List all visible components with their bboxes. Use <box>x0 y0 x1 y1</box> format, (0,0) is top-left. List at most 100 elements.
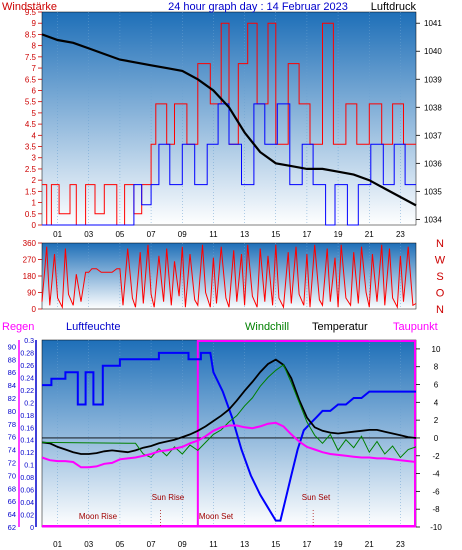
pressure-axis-title: Luftdruck <box>371 1 417 13</box>
wind-pressure-panel: 0 0.5 1 1.5 2 2.5 3 3.5 4 4.5 5 5.5 6 6.5 7 7.5 8 8.5 9 9.5… <box>2 1 442 239</box>
dewpoint-legend-label: Taupunkt <box>393 321 438 333</box>
humidity-tick-label: 86 <box>8 368 16 377</box>
temperature-tick-label: 0 <box>434 434 439 443</box>
wind-x-tick-label: 19 <box>334 230 343 239</box>
humidity-tick-label: 64 <box>8 510 16 519</box>
humidity-tick-label: 62 <box>8 523 16 532</box>
pressure-y-axis-labels: 1034 1035 1036 1037 1038 1039 1040 1041 <box>416 19 442 224</box>
humidity-tick-label: 66 <box>8 497 16 506</box>
temperature-tick-label: 4 <box>434 398 439 407</box>
temperature-x-tick-label: 19 <box>334 540 343 549</box>
temperature-x-tick-label: 07 <box>147 540 156 549</box>
temperature-y-axis-labels: -10 -8 -6 -4 -2 0 2 4 6 8 10 <box>416 345 442 532</box>
temperature-x-tick-label: 03 <box>84 540 93 549</box>
wind-x-axis-labels: 01 03 05 07 09 11 13 15 17 19 21 23 <box>53 230 405 239</box>
rain-tick-label: 0.2 <box>24 400 34 407</box>
humidity-tick-label: 76 <box>8 433 16 442</box>
temperature-grid <box>42 340 416 527</box>
astronomy-annotation: Sun Rise <box>152 493 185 502</box>
wind-y-tick-label: 0 <box>32 221 37 230</box>
rain-tick-label: 0.04 <box>20 500 34 507</box>
wind-x-tick-label: 05 <box>115 230 124 239</box>
wind-axis-title: Windstärke <box>2 1 57 13</box>
direction-compass-label: N <box>436 238 444 250</box>
rain-tick-label: 0.24 <box>20 375 34 382</box>
temperature-tick-label: -10 <box>430 523 442 532</box>
pressure-y-tick-label: 1036 <box>424 159 442 168</box>
rain-tick-label: 0.06 <box>20 488 34 495</box>
astronomy-annotation: Sun Set <box>302 493 331 502</box>
astronomy-annotation: Moon Set <box>199 512 234 521</box>
temperature-tick-label: -6 <box>432 487 440 496</box>
wind-x-tick-label: 17 <box>302 230 311 239</box>
humidity-line <box>42 351 416 522</box>
pressure-y-tick-label: 1041 <box>424 19 442 28</box>
temperature-x-tick-label: 21 <box>365 540 374 549</box>
rain-tick-label: 0.08 <box>20 475 34 482</box>
humidity-tick-label: 72 <box>8 459 16 468</box>
temperature-tick-label: 6 <box>434 381 439 390</box>
temperature-panel: 0 0.02 0.04 0.06 0.08 0.1 0.12 0.14 0.16 0.18 0.2 0… <box>2 321 442 549</box>
rain-tick-label: 0.28 <box>20 350 34 357</box>
direction-degree-label: 360 <box>23 239 37 248</box>
pressure-y-tick-label: 1034 <box>424 215 442 224</box>
temperature-x-axis-labels: 01 03 05 07 09 11 13 15 17 19 21 23 <box>53 540 405 549</box>
wind-x-tick-label: 15 <box>271 230 280 239</box>
direction-degree-label: 0 <box>32 305 37 314</box>
wind-y-tick-label: 1 <box>32 199 37 208</box>
direction-degree-label: 180 <box>23 272 37 281</box>
direction-degree-labels: 0 90 180 270 360 <box>23 239 42 314</box>
wind-x-tick-label: 03 <box>84 230 93 239</box>
rain-tick-label: 0.26 <box>20 363 34 370</box>
temperature-x-tick-label: 09 <box>178 540 187 549</box>
wind-y-tick-label: 4.5 <box>25 120 37 129</box>
humidity-tick-label: 68 <box>8 484 16 493</box>
temperature-x-tick-label: 15 <box>271 540 280 549</box>
wind-y-tick-label: 2.5 <box>25 165 37 174</box>
humidity-tick-label: 82 <box>8 394 16 403</box>
temperature-tick-label: 8 <box>434 363 439 372</box>
wind-y-axis-labels: 0 0.5 1 1.5 2 2.5 3 3.5 4 4.5 5 5.5 6 6.5 7 7.5 8 8.5 9 9.5 <box>25 8 42 230</box>
temperature-tick-label: -8 <box>432 505 440 514</box>
wind-y-tick-label: 6.5 <box>25 75 37 84</box>
direction-compass-label: N <box>436 304 444 316</box>
pressure-y-tick-label: 1040 <box>424 47 442 56</box>
humidity-tick-label: 70 <box>8 471 16 480</box>
wind-y-tick-label: 5 <box>32 109 37 118</box>
wind-y-tick-label: 6 <box>32 86 37 95</box>
wind-gust-line <box>42 22 416 226</box>
direction-compass-label: O <box>436 288 445 300</box>
wind-y-tick-label: 8 <box>32 42 37 51</box>
humidity-tick-label: 90 <box>8 342 16 351</box>
direction-compass-label: S <box>436 271 443 283</box>
rain-legend-label: Regen <box>2 321 34 333</box>
humidity-tick-label: 74 <box>8 446 16 455</box>
rain-tick-label: 0.1 <box>24 463 34 470</box>
temperature-x-tick-label: 01 <box>53 540 62 549</box>
rain-tick-label: 0.14 <box>20 438 34 445</box>
wind-x-tick-label: 23 <box>396 230 405 239</box>
direction-compass-label: W <box>435 255 446 267</box>
temperature-plot-background <box>41 339 417 528</box>
wind-y-tick-label: 0.5 <box>25 210 37 219</box>
wind-x-tick-label: 01 <box>53 230 62 239</box>
temperature-tick-label: 10 <box>432 345 441 354</box>
humidity-tick-label: 84 <box>8 381 16 390</box>
chart-title: 24 hour graph day : 14 Februar 2023 <box>168 1 348 13</box>
humidity-legend-label: Luftfeuchte <box>66 321 120 333</box>
dewpoint-line <box>41 421 417 469</box>
wind-y-tick-label: 7 <box>32 64 37 73</box>
rain-tick-label: 0.18 <box>20 413 34 420</box>
wind-y-tick-label: 9.5 <box>25 8 37 17</box>
direction-series <box>41 244 417 310</box>
rain-tick-label: 0 <box>30 525 34 532</box>
temperature-x-tick-label: 23 <box>396 540 405 549</box>
rain-y-axis-labels: 0 0.02 0.04 0.06 0.08 0.1 0.12 0.14 0.16 0.18 0.2 0… <box>20 338 34 532</box>
temperature-legend-label: Temperatur <box>312 321 368 333</box>
temperature-tick-label: 2 <box>434 416 439 425</box>
wind-y-tick-label: 8.5 <box>25 30 37 39</box>
direction-degree-label: 270 <box>23 256 37 265</box>
